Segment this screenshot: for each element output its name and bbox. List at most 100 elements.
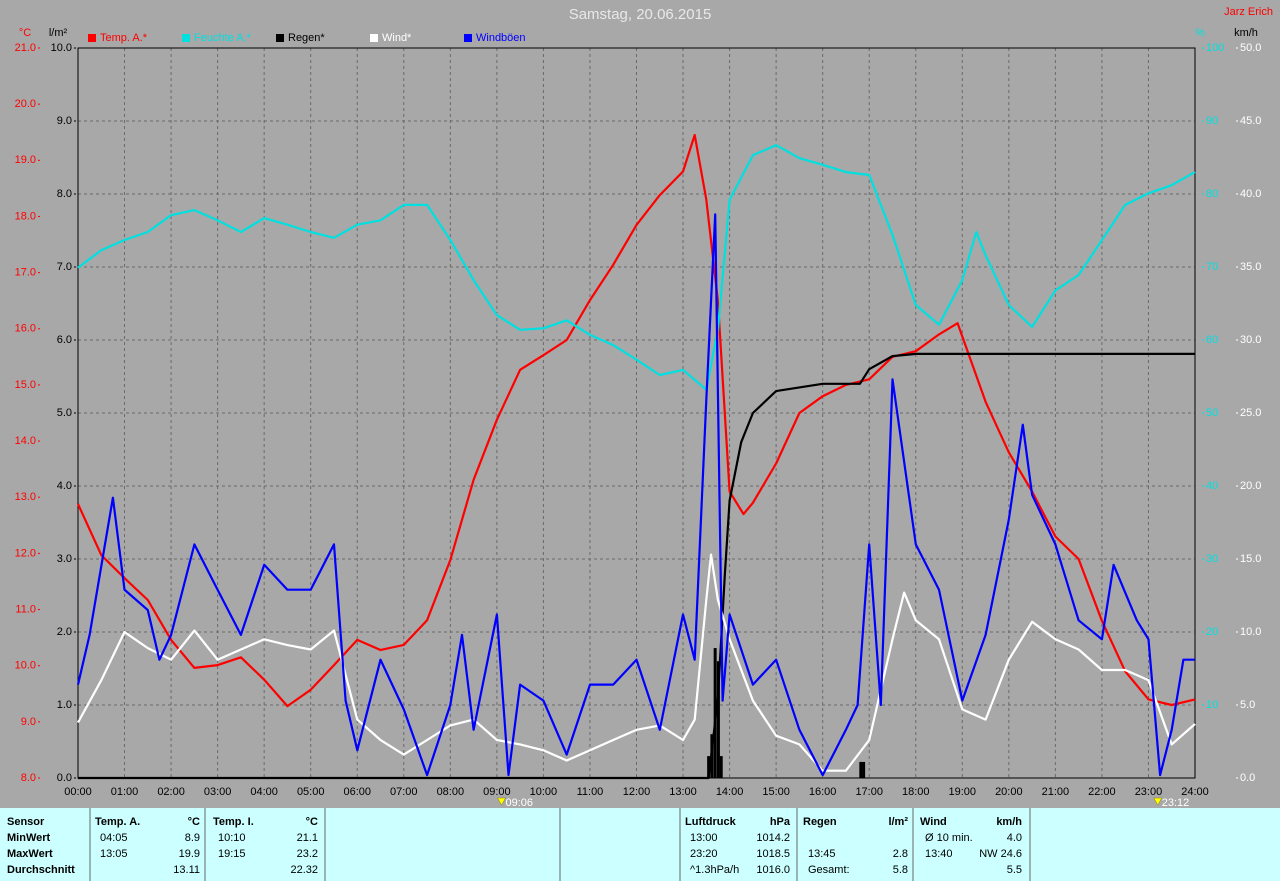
y3-tick-label: 70 — [1206, 261, 1218, 273]
sun-marker — [1153, 797, 1163, 806]
x-tick-label: 12:00 — [623, 786, 651, 798]
x-tick-label: 06:00 — [343, 786, 371, 798]
group-header: Temp. I. — [213, 816, 254, 828]
x-tick-label: 01:00 — [111, 786, 139, 798]
y2-axis-label: l/m² — [49, 27, 68, 39]
rain-bar — [719, 756, 723, 778]
y-tick-label: 8.0 — [21, 772, 36, 784]
x-tick-label: 15:00 — [762, 786, 790, 798]
legend-label: Wind* — [382, 32, 412, 44]
group-header: Temp. A. — [95, 816, 140, 828]
rain-bar — [707, 756, 711, 778]
y4-tick-label: 30.0 — [1240, 334, 1261, 346]
table-background — [0, 808, 1280, 881]
x-tick-label: 22:00 — [1088, 786, 1116, 798]
cell-value: 8.9 — [185, 832, 200, 844]
legend-label: Temp. A.* — [100, 32, 148, 44]
x-tick-label: 07:00 — [390, 786, 418, 798]
y-tick-label: 19.0 — [15, 154, 36, 166]
y3-tick-label: 90 — [1206, 115, 1218, 127]
x-tick-label: 17:00 — [855, 786, 883, 798]
x-tick-label: 03:00 — [204, 786, 232, 798]
cell-time: Gesamt: — [808, 864, 850, 876]
legend-swatch — [464, 34, 472, 42]
cell-time: 13:00 — [690, 832, 718, 844]
x-tick-label: 14:00 — [716, 786, 744, 798]
summary-table: Sensor MinWert MaxWert Durchschnitt Temp. A.… — [7, 808, 1031, 881]
rain-bar — [716, 661, 720, 778]
y2-tick-label: 4.0 — [57, 480, 72, 492]
cell-value: 19.9 — [179, 848, 200, 860]
cell-value: 4.0 — [1007, 832, 1022, 844]
y4-tick-label: 5.0 — [1240, 699, 1255, 711]
cell-time: Ø 10 min. — [925, 832, 973, 844]
author: Jarz Erich — [1224, 6, 1273, 18]
x-tick-label: 05:00 — [297, 786, 325, 798]
group-header: Wind — [920, 816, 947, 828]
series-line — [76, 213, 1195, 777]
y4-tick-label: 50.0 — [1240, 42, 1261, 54]
y2-tick-label: 10.0 — [51, 42, 72, 54]
group-header: Regen — [803, 816, 837, 828]
series-line — [76, 133, 1196, 708]
x-tick-label: 18:00 — [902, 786, 930, 798]
y-tick-label: 13.0 — [15, 491, 36, 503]
legend-swatch — [88, 34, 96, 42]
y-tick-label: 9.0 — [21, 716, 36, 728]
y-tick-label: 18.0 — [15, 210, 36, 222]
y-tick-label: 20.0 — [15, 98, 36, 110]
y2-tick-label: 5.0 — [57, 407, 72, 419]
rain-bar — [859, 761, 863, 778]
cell-value: 13.11 — [173, 864, 200, 876]
y3-tick-label: 20 — [1206, 626, 1218, 638]
y-tick-label: 21.0 — [15, 42, 36, 54]
y2-tick-label: 7.0 — [57, 261, 72, 273]
series-line — [77, 553, 1196, 772]
x-tick-label: 02:00 — [157, 786, 185, 798]
y-tick-label: 12.0 — [15, 547, 36, 559]
y3-tick-label: 80 — [1206, 188, 1218, 200]
group-unit: °C — [188, 816, 200, 828]
sun-marker — [497, 797, 506, 806]
y-tick-label: 17.0 — [15, 267, 36, 279]
cell-value: 5.8 — [893, 864, 908, 876]
cell-time: 23:20 — [690, 848, 718, 860]
y2-tick-label: 3.0 — [57, 553, 72, 565]
row-label: MaxWert — [7, 848, 53, 860]
cell-time: 19:15 — [218, 848, 246, 860]
group-unit: l/m² — [888, 816, 908, 828]
group-header: Luftdruck — [685, 816, 737, 828]
row-label: Sensor — [7, 816, 45, 828]
cell-value: NW 24.6 — [979, 848, 1022, 860]
cell-time: 13:40 — [925, 848, 953, 860]
cell-value: 23.2 — [297, 848, 318, 860]
cell-time: ^1.3hPa/h — [690, 864, 739, 876]
cell-time: 13:45 — [808, 848, 836, 860]
y3-tick-label: 40 — [1206, 480, 1218, 492]
y4-tick-label: 35.0 — [1240, 261, 1261, 273]
y-tick-label: 15.0 — [15, 379, 36, 391]
series-line — [77, 144, 1196, 391]
x-tick-label: 13:00 — [669, 786, 697, 798]
x-tick-label: 11:00 — [577, 786, 604, 798]
cell-time: 04:05 — [100, 832, 128, 844]
y4-tick-label: 45.0 — [1240, 115, 1261, 127]
x-tick-label: 10:00 — [530, 786, 558, 798]
y-tick-label: 10.0 — [15, 660, 36, 672]
y3-tick-label: 30 — [1206, 553, 1218, 565]
cell-value: 5.5 — [1007, 864, 1022, 876]
legend-swatch — [370, 34, 378, 42]
y4-axis-label: km/h — [1234, 27, 1258, 39]
y3-tick-label: 50 — [1206, 407, 1218, 419]
y-tick-label: 11.0 — [15, 603, 36, 615]
x-tick-label: 08:00 — [437, 786, 465, 798]
y4-tick-label: 10.0 — [1240, 626, 1261, 638]
y-tick-label: 16.0 — [15, 323, 36, 335]
group-unit: km/h — [996, 816, 1022, 828]
cell-value: 22.32 — [290, 864, 318, 876]
y2-tick-label: 0.0 — [57, 772, 72, 784]
y2-tick-label: 1.0 — [57, 699, 72, 711]
y-tick-label: 14.0 — [15, 435, 36, 447]
